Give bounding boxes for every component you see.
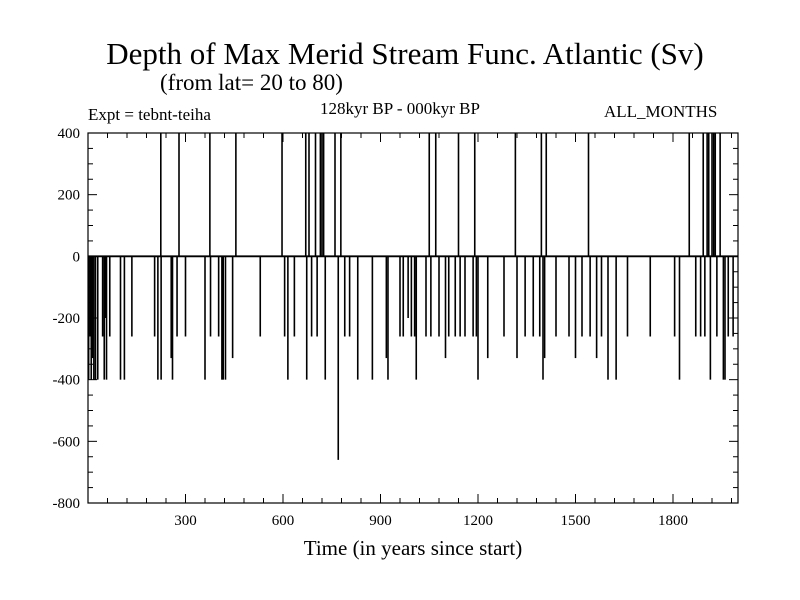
y-tick-label--600: -600 [53,434,81,450]
y-tick-label-200: 200 [58,188,81,204]
x-tick-label-600: 600 [272,513,295,529]
months-label: ALL_MONTHS [604,102,718,121]
chart-subtitle: (from lat= 20 to 80) [160,70,343,95]
period-label: 128kyr BP - 000kyr BP [320,99,480,118]
y-tick-label--200: -200 [53,311,81,327]
x-tick-label-1200: 1200 [463,513,493,529]
x-tick-label-1500: 1500 [561,513,591,529]
y-tick-label-0: 0 [73,249,81,265]
series-layer [87,133,738,460]
x-tick-label-900: 900 [369,513,392,529]
x-axis-label: Time (in years since start) [303,536,523,560]
axis-layer: 400 200 0 -200 -400 -600 -800 300 600 900 1200 1500… [53,126,739,529]
x-tick-label-300: 300 [174,513,197,529]
y-tick-label-400: 400 [58,126,81,142]
x-tick-label-1800: 1800 [658,513,688,529]
experiment-label: Expt = tebnt-teiha [88,105,211,124]
y-tick-label--400: -400 [53,373,81,389]
chart-title: Depth of Max Merid Stream Func. Atlantic… [106,36,704,71]
y-tick-label--800: -800 [53,496,81,512]
